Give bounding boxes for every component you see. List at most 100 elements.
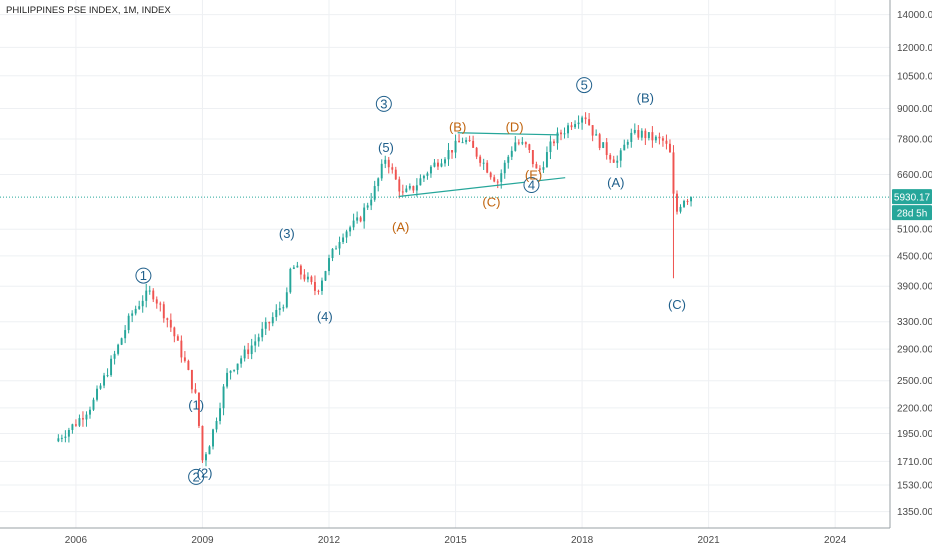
candle-body — [141, 300, 144, 307]
wave-label[interactable]: (C) — [668, 297, 686, 312]
wave-label[interactable]: (C) — [482, 194, 500, 209]
y-tick-label: 2900.00 — [897, 345, 932, 356]
wave-label[interactable]: (3) — [279, 226, 295, 241]
y-tick-label: 1710.00 — [897, 457, 932, 468]
candle-body — [201, 425, 204, 461]
wave-labels-layer: 1 2 3 4 5 (1) (2) (3) (4) (5) (A) (B) (C) (A) (B) (C) (D… — [135, 77, 686, 485]
wave-label[interactable]: (5) — [378, 140, 394, 155]
candle-body — [243, 349, 246, 359]
candle-body — [612, 159, 615, 163]
wave-label[interactable]: (A) — [607, 175, 624, 190]
candle-body — [514, 142, 517, 151]
candle-body — [285, 292, 288, 308]
wave-label-circled[interactable]: 5 — [576, 77, 593, 94]
candle-body — [296, 265, 299, 268]
candle-body — [665, 140, 668, 144]
candle-body — [581, 117, 584, 123]
candle-body — [328, 258, 330, 272]
candle-body — [190, 369, 193, 390]
candle-body — [331, 248, 334, 259]
candle-body — [668, 143, 671, 153]
candle-body — [377, 178, 380, 187]
candle-body — [384, 159, 387, 164]
candle-body — [405, 188, 408, 193]
x-tick-label: 2024 — [824, 535, 847, 546]
candle-body — [605, 142, 608, 156]
candle-body — [138, 306, 141, 309]
candle-body — [345, 231, 348, 238]
candle-body — [422, 175, 425, 179]
candle-body — [236, 363, 239, 370]
wave-label-text: (4) — [317, 309, 333, 324]
candle-body — [644, 130, 647, 139]
y-tick-label: 5100.00 — [897, 225, 932, 236]
chart-title: PHILIPPINES PSE INDEX, 1M, INDEX — [6, 5, 171, 16]
candle-body — [672, 152, 675, 194]
candle-body — [183, 357, 186, 361]
candle-body — [254, 341, 257, 346]
wave-label[interactable]: (D) — [506, 120, 524, 135]
y-tick-label: 12000.00 — [897, 43, 932, 54]
grid-layer — [0, 0, 890, 528]
wave-label-circled[interactable]: 2 — [188, 468, 205, 485]
wave-label-circle — [523, 177, 540, 194]
wave-label[interactable]: (B) — [637, 91, 654, 106]
wave-label[interactable]: (1) — [188, 398, 204, 413]
y-tick-label: 3300.00 — [897, 317, 932, 328]
candle-body — [321, 280, 323, 292]
candle-body — [89, 409, 91, 415]
y-tick-label: 1350.00 — [897, 507, 932, 518]
wave-label-circle — [576, 77, 593, 94]
wave-label[interactable]: (4) — [317, 309, 333, 324]
y-tick-label: 10500.00 — [897, 71, 932, 82]
candle-body — [447, 150, 450, 160]
candle-body — [584, 117, 587, 120]
candle-body — [310, 276, 313, 282]
candle-body — [451, 150, 453, 153]
wave-label[interactable]: (B) — [449, 120, 466, 135]
candle-body — [219, 408, 222, 422]
candle-body — [458, 140, 461, 143]
candle-body — [257, 337, 260, 342]
candle-body — [187, 360, 190, 370]
wave-label-circled[interactable]: 3 — [375, 95, 392, 112]
candle-body — [676, 193, 678, 212]
candle-body — [145, 290, 148, 301]
candle-body — [289, 268, 292, 293]
candle-body — [226, 372, 229, 387]
candle-body — [299, 265, 302, 275]
candle-body — [352, 220, 355, 228]
wave-label-circle — [188, 468, 205, 485]
candle-body — [588, 119, 591, 126]
candle-body — [633, 129, 636, 133]
candle-body — [117, 344, 120, 354]
candle-body — [401, 191, 404, 193]
wave-label[interactable]: (E) — [525, 168, 542, 183]
candle-body — [324, 271, 327, 281]
candle-body — [356, 217, 359, 221]
candle-body — [595, 134, 598, 136]
wave-label-circled[interactable]: 4 — [523, 177, 540, 194]
wave-label[interactable]: (A) — [392, 220, 409, 235]
wave-label-text: (B) — [449, 120, 466, 135]
candle-body — [521, 142, 524, 144]
candle-body — [197, 392, 200, 426]
candle-body — [626, 141, 629, 145]
wave-label-circled[interactable]: 1 — [135, 267, 152, 284]
y-tick-label: 6600.00 — [897, 170, 932, 181]
candle-body — [387, 159, 390, 168]
wave-label[interactable]: (2) — [197, 465, 213, 480]
candle-body — [271, 317, 274, 324]
candle-body — [394, 169, 397, 180]
candle-body — [303, 274, 306, 280]
candles-layer — [57, 112, 693, 467]
candle-body — [574, 124, 577, 128]
candle-body — [134, 308, 137, 314]
price-badge-bg — [892, 189, 932, 205]
candle-body — [623, 144, 626, 151]
trendline[interactable] — [457, 132, 559, 136]
candle-body — [159, 303, 162, 305]
wave-label-circle — [375, 95, 392, 112]
